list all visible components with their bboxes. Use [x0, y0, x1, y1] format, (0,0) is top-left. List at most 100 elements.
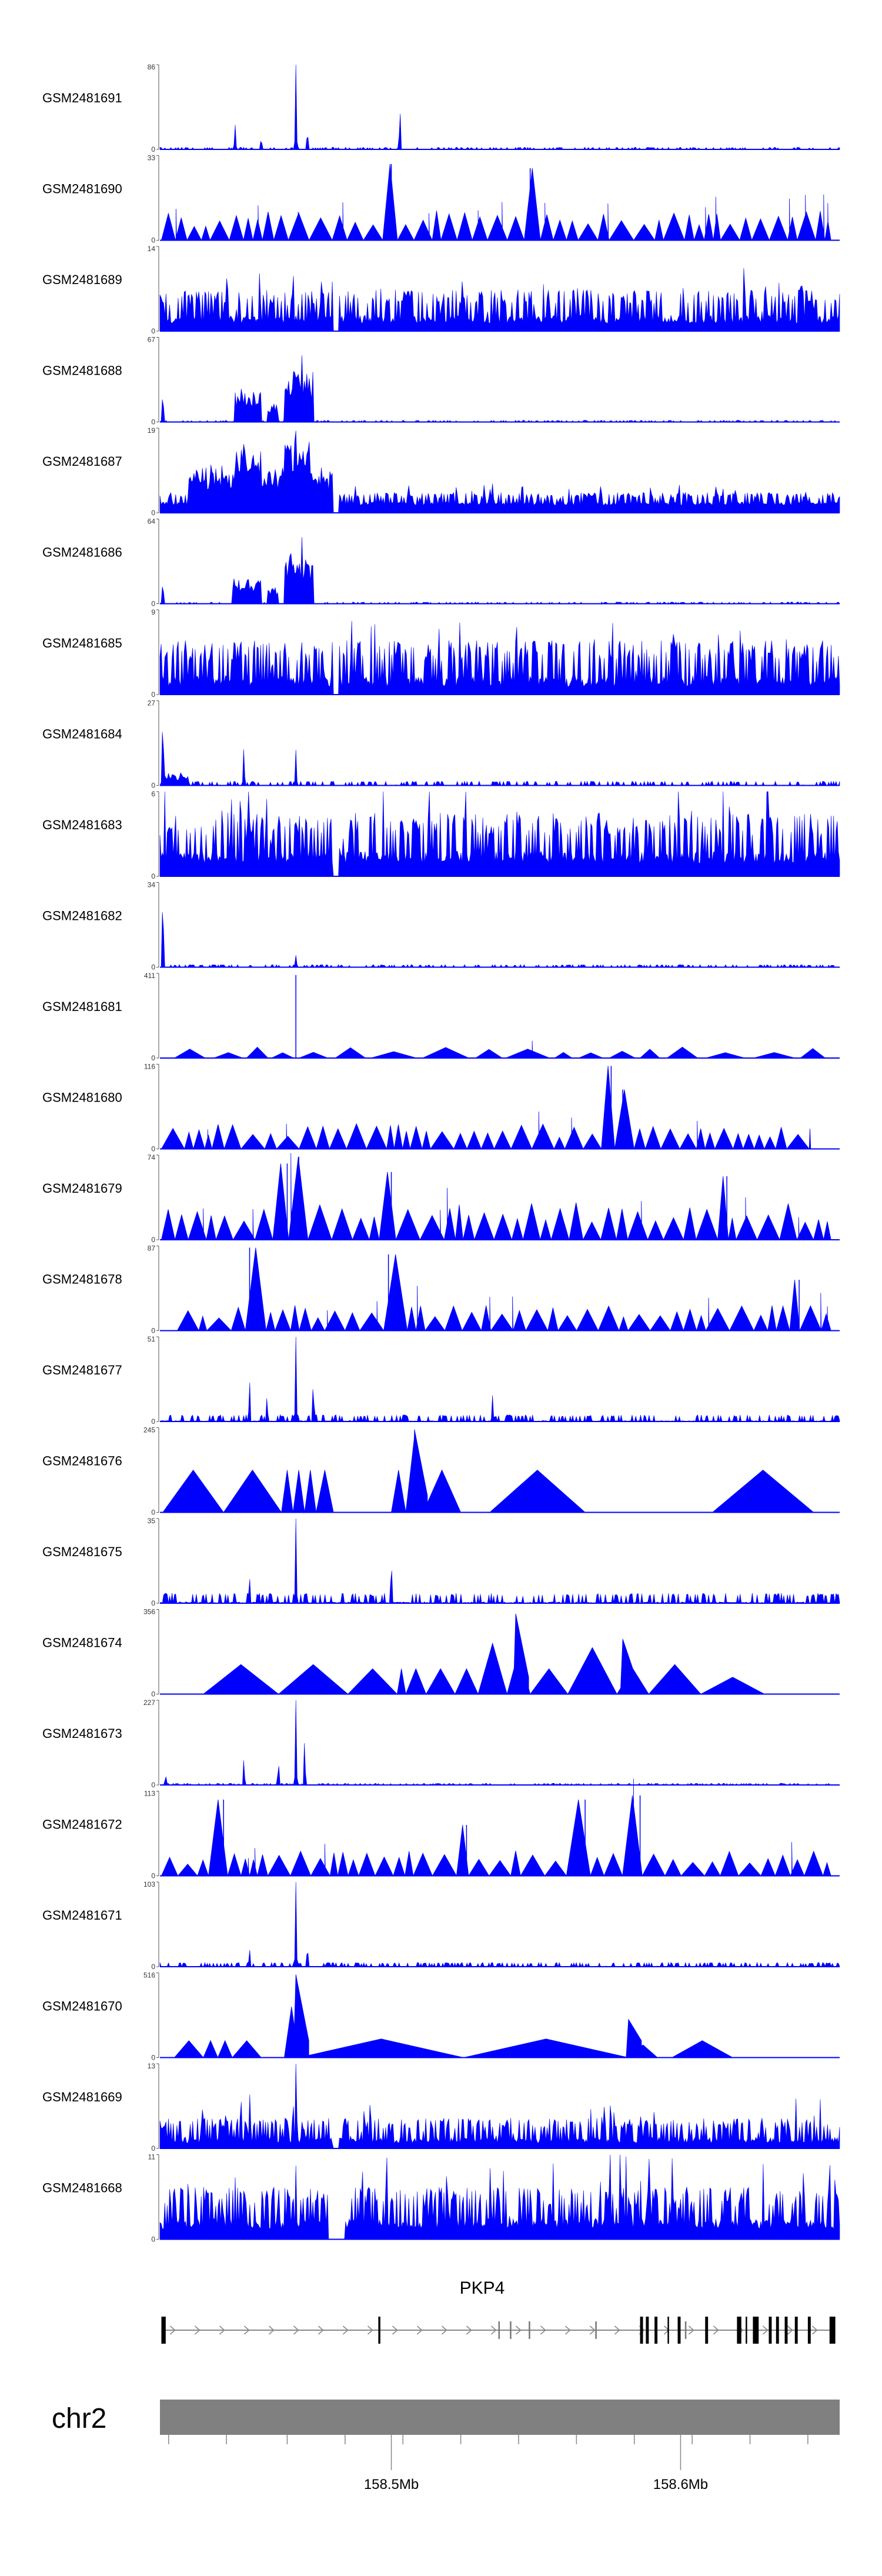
- y-max-label: 13: [148, 2062, 156, 2070]
- coverage-peak: [412, 1429, 428, 1513]
- strand-arrow-icon: [342, 2325, 349, 2335]
- coverage-area: [347, 1668, 398, 1694]
- exon: [684, 2321, 687, 2339]
- strand-arrow-icon: [194, 2325, 201, 2335]
- exon: [705, 2317, 709, 2344]
- y-min-label: 0: [151, 600, 155, 608]
- track-label: GSM2481675: [42, 1544, 122, 1559]
- exon: [769, 2317, 772, 2344]
- exon: [529, 2321, 530, 2339]
- chromosome-axis: chr2 158.5Mb 158.6Mb: [52, 2400, 840, 2492]
- y-max-label: 51: [148, 1335, 156, 1343]
- coverage-area: [202, 1664, 279, 1694]
- track-label: GSM2481674: [42, 1636, 122, 1650]
- track-label: GSM2481690: [42, 182, 122, 196]
- track-GSM2481681: GSM2481681 411 0: [42, 972, 840, 1062]
- coverage-area: [174, 1040, 826, 1059]
- track-GSM2481675: GSM2481675 35 0: [42, 1517, 840, 1607]
- y-max-label: 87: [148, 1244, 156, 1253]
- coverage-area: [567, 1647, 617, 1694]
- track-label: GSM2481686: [42, 545, 122, 560]
- y-min-label: 0: [151, 1236, 155, 1244]
- track-GSM2481671: GSM2481671 103 0: [42, 1880, 840, 1971]
- exon: [646, 2317, 649, 2344]
- coverage-area: [159, 355, 840, 422]
- exon: [595, 2321, 597, 2339]
- track-GSM2481678: GSM2481678 87 0: [42, 1244, 840, 1335]
- track-GSM2481679: GSM2481679 74 0: [42, 1153, 840, 1244]
- exon: [510, 2321, 512, 2339]
- coverage-area: [232, 2040, 262, 2058]
- track-GSM2481688: GSM2481688 67 0: [42, 336, 840, 426]
- track-label: GSM2481671: [42, 1908, 122, 1923]
- exon: [640, 2317, 643, 2344]
- y-min-label: 0: [151, 872, 155, 880]
- y-min-label: 0: [151, 2054, 155, 2062]
- track-label: GSM2481679: [42, 1181, 122, 1196]
- strand-arrow-icon: [441, 2325, 447, 2335]
- exon: [498, 2321, 500, 2339]
- track-label: GSM2481689: [42, 272, 122, 287]
- coverage-area: [391, 1470, 406, 1513]
- coverage-peak: [626, 2018, 642, 2058]
- coverage-area: [159, 1518, 840, 1604]
- exon: [667, 2317, 669, 2344]
- track-label: GSM2481672: [42, 1817, 122, 1832]
- coverage-area: [405, 1668, 427, 1694]
- coverage-area: [278, 1664, 349, 1694]
- coverage-area: [159, 431, 840, 513]
- coverage-area: [159, 912, 840, 968]
- exon: [737, 2317, 741, 2344]
- track-label: GSM2481676: [42, 1454, 122, 1469]
- track-label: GSM2481691: [42, 91, 122, 105]
- coverage-area: [477, 1642, 507, 1694]
- track-label: GSM2481669: [42, 2090, 122, 2104]
- coverage-area: [648, 1664, 701, 1694]
- y-min-label: 0: [151, 1509, 155, 1517]
- coverage-area: [159, 1881, 840, 1967]
- track-label: GSM2481682: [42, 909, 122, 923]
- coverage-area: [455, 1668, 479, 1694]
- track-label: GSM2481677: [42, 1363, 122, 1377]
- track-GSM2481680: GSM2481680 116 0: [42, 1063, 840, 1153]
- track-label: GSM2481668: [42, 2181, 122, 2195]
- y-min-label: 0: [151, 1599, 155, 1607]
- chromosome-band: [160, 2400, 840, 2435]
- exon: [776, 2317, 779, 2344]
- y-min-label: 0: [151, 1417, 155, 1426]
- chromosome-label: chr2: [52, 2403, 106, 2434]
- gene-label: PKP4: [460, 2278, 505, 2298]
- strand-arrow-icon: [515, 2325, 522, 2335]
- coverage-area: [161, 1066, 811, 1150]
- coverage-area: [203, 2040, 219, 2058]
- strand-arrow-icon: [688, 2325, 694, 2335]
- track-GSM2481677: GSM2481677 51 0: [42, 1335, 840, 1426]
- y-max-label: 33: [148, 154, 156, 162]
- coverage-area: [159, 1700, 840, 1786]
- track-label: GSM2481673: [42, 1726, 122, 1741]
- coverage-peak: [620, 1639, 636, 1694]
- exon: [161, 2317, 166, 2344]
- track-GSM2481673: GSM2481673 227 0: [42, 1699, 840, 1789]
- track-label: GSM2481680: [42, 1090, 122, 1105]
- strand-arrow-icon: [293, 2325, 299, 2335]
- y-max-label: 14: [148, 245, 156, 253]
- coverage-area: [425, 1668, 456, 1694]
- strand-arrow-icon: [564, 2325, 571, 2335]
- y-max-label: 86: [148, 63, 156, 71]
- y-max-label: 19: [148, 426, 156, 435]
- strand-arrow-icon: [490, 2325, 497, 2335]
- strand-arrow-icon: [466, 2325, 472, 2335]
- track-GSM2481674: GSM2481674 356 0: [42, 1608, 840, 1699]
- y-min-label: 0: [151, 1872, 155, 1880]
- exon: [654, 2317, 658, 2344]
- y-min-label: 0: [151, 1327, 155, 1335]
- strand-arrow-icon: [367, 2325, 373, 2335]
- y-min-label: 0: [151, 327, 155, 335]
- track-GSM2481690: GSM2481690 33 0: [42, 154, 840, 245]
- y-max-label: 67: [148, 336, 156, 344]
- coverage-area: [159, 1336, 840, 1422]
- exon: [794, 2317, 798, 2344]
- y-min-label: 0: [151, 1690, 155, 1699]
